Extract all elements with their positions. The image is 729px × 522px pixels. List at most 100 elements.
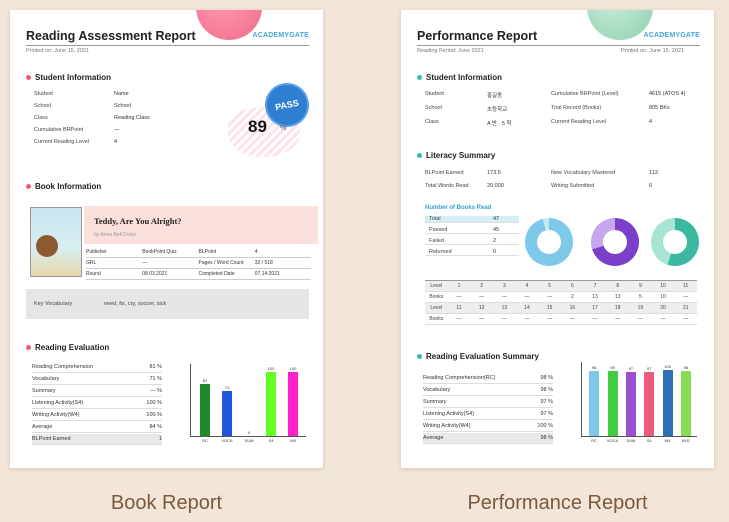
literacy-value: 173.5 [487,170,501,176]
evaluation-bar-chart: 81 RC 71 VOCA 0 SUM 100 S4 100 W4 [180,364,310,444]
book-detail-row: Round 08.03.2021 Completed Date 07.14.2021 [86,268,311,280]
section-reading-evaluation: Reading Evaluation [26,343,109,352]
evaluation-name: Writing Activity(W4) [423,423,471,429]
info-value: 홍길동 [487,93,503,99]
student-info-row: Class A 반 · 5 학 [425,119,512,127]
evaluation-name: Writing Activity(W4) [32,412,80,418]
level-cell: — [479,294,485,300]
evaluation-row: Summary — % [32,386,162,397]
score-value: 89 [248,117,267,136]
evaluation-percent: 98 % [540,435,553,441]
book-title-band [84,206,318,244]
level-cell: 5 [638,294,642,300]
evaluation-percent: 100 % [146,400,162,406]
bar-value-label: 97 [646,365,652,371]
level-header-cell: 11 [683,283,689,289]
level-cell: 13 [501,305,508,311]
book-detail-cell: 08.03.2021 [142,270,168,277]
level-table-row: Books — — — — — 2 13 13 5 10 — [425,292,697,303]
donut-hole [537,230,561,254]
level-header-cell: 7 [593,283,597,289]
bullet-icon [417,75,422,80]
x-axis [190,436,306,437]
printed-date: Printed on: June 15, 2021 [621,48,684,54]
brand-logo: ACADEMYGATE [252,32,309,39]
performance-report-sheet: Performance Report ACADEMYGATE Reading P… [401,10,714,468]
evaluation-name: Listening Activity(S4) [32,400,84,406]
info-value: 초등학교 [487,107,508,113]
book-detail-cell: Publisher [86,248,107,255]
chart-bar [680,371,691,436]
book-author: by Anna Bell Dolce [94,232,136,238]
literacy-value: 6 [649,183,653,189]
book-detail-cell: Completed Date [198,270,235,277]
info-key: Class [34,115,48,121]
student-info-row: Cumulative BRPoint (Level) 4615 (ATOS 4) [551,91,685,97]
bar-value-label: 100 [267,366,275,371]
bar-value-label: 100 [664,364,671,369]
chart-bar [589,371,600,436]
category-label: RC [202,438,208,443]
level-cell: — [547,316,553,322]
evaluation-name: Summary [423,399,447,405]
book-detail-cell: — [142,259,148,266]
evaluation-name: Vocabulary [32,376,60,382]
level-cell: 19 [637,305,644,311]
books-read-value: 47 [493,216,500,222]
evaluation-percent: 100 % [146,412,162,418]
section-title: Book Information [35,182,102,191]
book-detail-row: GRL — Pages / Word Count 32 / 518 [86,257,311,269]
level-cell: 11 [456,305,462,311]
literacy-row: Total Words Read 20,000 [425,183,504,189]
evaluation-summary-bar-chart: 98 RC 98 VOCA 97 SUM 97 S4 100 W4 98 AVG [571,362,701,444]
brand-logo: ACADEMYGATE [643,32,700,39]
level-cell: — [592,316,598,322]
level-cell: Books [429,294,444,300]
info-key: Cumulative BRPoint (Level) [551,91,619,97]
evaluation-row: Reading Comprehension(RC) 98 % [423,373,553,384]
bullet-icon [26,345,31,350]
divider [26,45,309,46]
category-label: S4 [268,438,274,443]
chart-bar [662,370,673,436]
category-label: RC [591,438,598,443]
literacy-key: BLPoint Earned [425,170,464,176]
score-unit: % [280,125,287,132]
caption-book-report: Book Report [110,492,223,514]
student-info-row: Current Reading Level 4 [551,119,652,125]
info-value: — [114,127,120,133]
section-literacy-summary: Literacy Summary [417,151,495,160]
evaluation-row: Average 98 % [423,433,553,444]
evaluation-percent: 98 % [540,387,553,393]
evaluation-percent: 97 % [540,399,553,405]
caption-performance-report: Performance Report [467,492,648,514]
evaluation-row: Writing Activity(W4) 100 % [423,421,553,432]
level-cell: — [501,294,507,300]
section-student-info: Student Information [26,73,111,82]
student-info-row: School 초등학교 [425,105,507,113]
books-read-value: 0 [493,249,497,255]
evaluation-percent: 97 % [540,411,553,417]
donut-hole [663,230,687,254]
evaluation-name: Reading Comprehension(RC) [423,375,496,381]
level-cell: 18 [614,305,621,311]
category-label: SUM [244,438,254,443]
level-cell: 10 [660,294,666,300]
category-label: SUM [626,438,636,443]
section-book-info: Book Information [26,182,101,191]
info-value: 4615 (ATOS 4) [649,91,686,97]
evaluation-row: Listening Activity(S4) 100 % [32,398,162,409]
chart-bar [222,390,232,436]
student-info-row: School School [34,103,131,109]
evaluation-percent: 71 % [149,376,162,382]
evaluation-row: Reading Comprehension 81 % [32,362,162,373]
bullet-icon [26,75,31,80]
info-key: Current Reading Level [34,139,90,145]
books-read-row: Failed 2 [425,238,519,245]
literacy-key: Writing Submitted [551,183,595,189]
y-axis [581,362,582,436]
y-axis [190,364,191,436]
page-title: Performance Report [417,29,538,43]
books-read-key: Returned [429,249,452,255]
level-header-cell: 3 [502,283,506,289]
